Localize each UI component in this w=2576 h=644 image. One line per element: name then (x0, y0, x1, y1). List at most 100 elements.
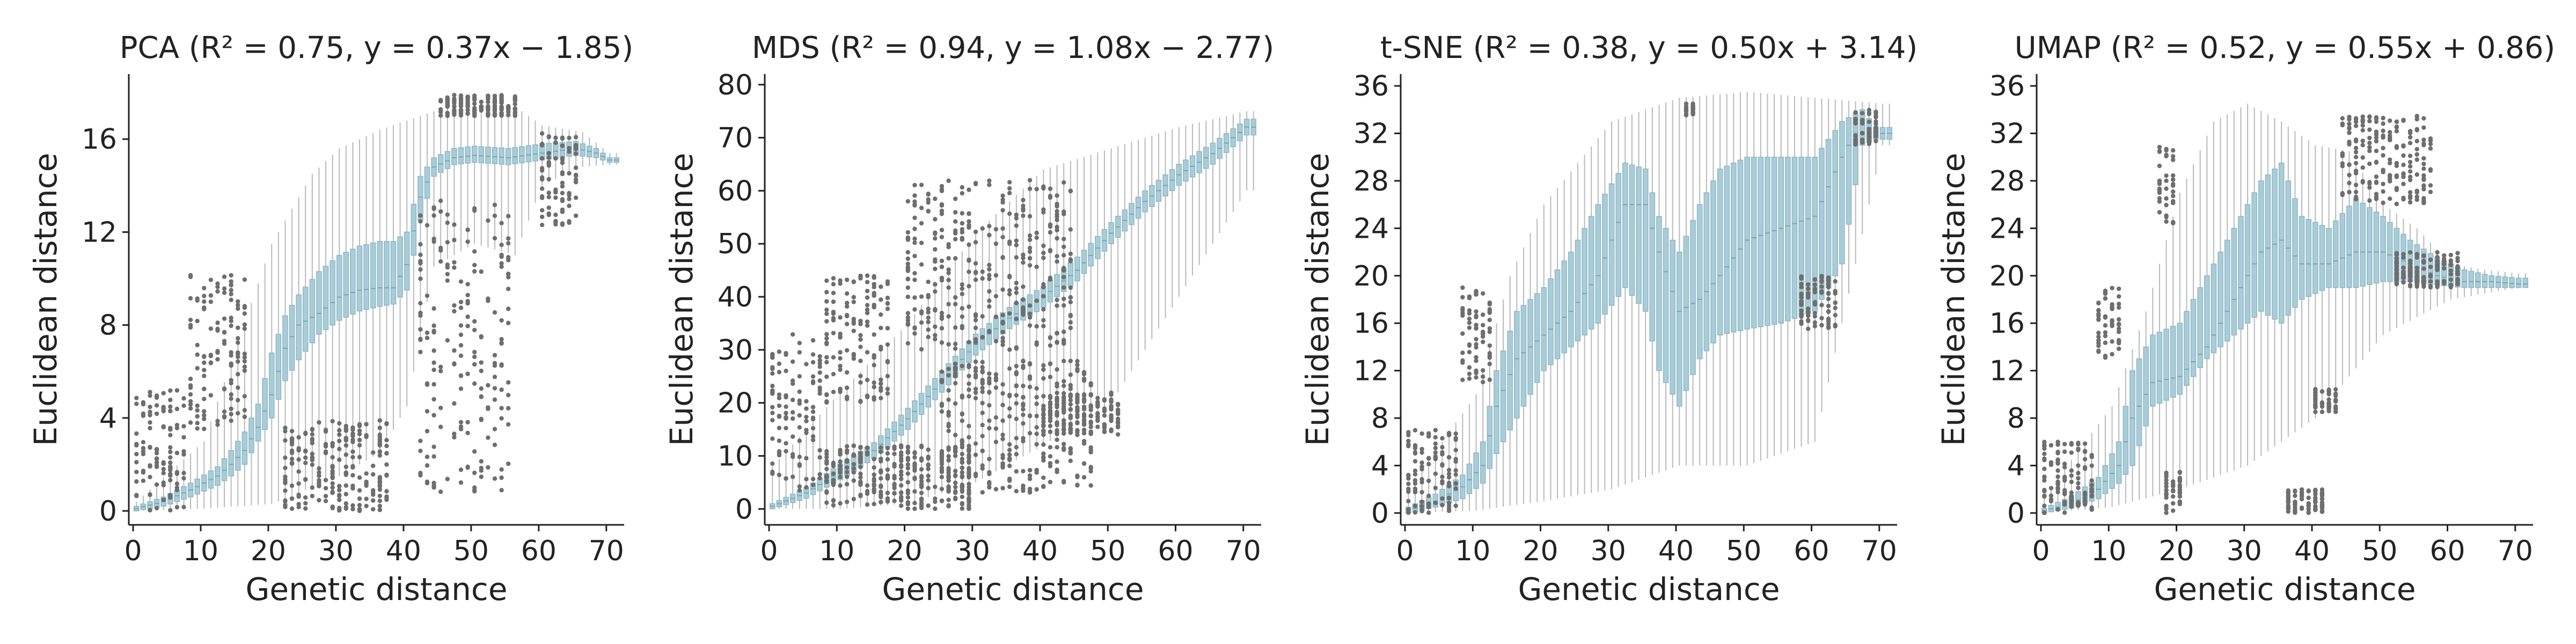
outlier-point (560, 172, 565, 177)
outlier-point (229, 323, 233, 328)
y-tick-label: 0 (1371, 497, 1389, 530)
outlier-point (953, 295, 958, 300)
outlier-point (343, 443, 349, 448)
outlier-point (1480, 379, 1485, 385)
outlier-point (452, 104, 457, 109)
outlier-point (993, 487, 999, 492)
outlier-point (2394, 261, 2399, 266)
box (1595, 204, 1601, 324)
box (2299, 216, 2305, 300)
outlier-point (1014, 243, 1019, 247)
outlier-point (148, 463, 152, 468)
outlier-point (2428, 189, 2433, 194)
outlier-point (2157, 149, 2162, 153)
outlier-point (2401, 181, 2406, 186)
outlier-point (926, 319, 931, 325)
outlier-point (2170, 479, 2176, 484)
outlier-point (181, 449, 186, 454)
outlier-point (377, 499, 382, 503)
outlier-point (2407, 164, 2413, 169)
outlier-point (458, 420, 464, 425)
outlier-point (838, 315, 843, 320)
outlier-point (236, 299, 240, 304)
outlier-point (946, 458, 951, 463)
outlier-point (1000, 208, 1005, 213)
outlier-point (1833, 300, 1838, 305)
outlier-point (1041, 406, 1046, 412)
y-tick-label: 20 (1989, 260, 2025, 292)
outlier-point (2164, 478, 2169, 482)
outlier-point (472, 449, 477, 454)
outlier-point (1446, 467, 1452, 473)
outlier-point (2407, 194, 2413, 199)
outlier-point (222, 290, 227, 295)
outlier-point (1034, 386, 1039, 391)
outlier-point (784, 426, 788, 430)
box (336, 254, 342, 321)
outlier-point (425, 381, 430, 386)
outlier-point (2421, 116, 2426, 121)
outlier-point (2164, 488, 2169, 493)
outlier-point (2387, 157, 2392, 162)
outlier-point (479, 99, 484, 105)
box (2231, 228, 2237, 336)
outlier-point (980, 389, 985, 394)
box (235, 441, 241, 471)
outlier-point (1081, 406, 1087, 411)
outlier-point (946, 178, 951, 184)
outlier-point (2042, 475, 2047, 480)
outlier-point (885, 386, 890, 392)
outlier-point (2170, 173, 2176, 178)
outlier-point (926, 334, 931, 340)
outlier-point (202, 386, 207, 391)
outlier-point (445, 111, 450, 115)
y-tick-label: 0 (2007, 497, 2025, 530)
outlier-point (458, 323, 464, 328)
outlier-point (1007, 484, 1012, 489)
outlier-point (784, 411, 788, 415)
outlier-point (770, 383, 775, 389)
outlier-point (980, 369, 985, 374)
outlier-point (229, 273, 233, 278)
outlier-point (1474, 336, 1479, 342)
y-tick-label: 30 (718, 334, 753, 367)
outlier-point (141, 400, 146, 405)
outlier-point (168, 466, 173, 471)
outlier-point (2353, 137, 2359, 142)
outlier-point (1075, 367, 1080, 371)
box (458, 147, 464, 165)
outlier-point (310, 485, 315, 490)
outlier-point (838, 459, 843, 464)
outlier-point (1102, 398, 1107, 403)
outlier-point (810, 338, 816, 343)
outlier-point (1440, 463, 1445, 468)
outlier-point (844, 459, 850, 464)
x-tick-label: 40 (2294, 535, 2330, 567)
outlier-point (567, 203, 572, 208)
outlier-point (2076, 485, 2081, 491)
outlier-point (953, 495, 958, 500)
outlier-point (2401, 255, 2406, 260)
outlier-point (337, 421, 342, 426)
outlier-point (2069, 442, 2074, 447)
outlier-point (2096, 331, 2101, 335)
outlier-point (195, 414, 200, 419)
outlier-point (296, 446, 301, 451)
outlier-point (1115, 423, 1121, 429)
outlier-point (2353, 169, 2359, 173)
outlier-point (946, 256, 951, 261)
outlier-point (452, 260, 457, 265)
outlier-point (377, 482, 382, 487)
outlier-point (1027, 477, 1033, 481)
outlier-point (2319, 496, 2325, 501)
outlier-point (926, 280, 931, 284)
outlier-point (2353, 145, 2359, 151)
outlier-point (953, 237, 958, 241)
outlier-point (1819, 279, 1824, 283)
outlier-point (168, 493, 173, 497)
plot-area (770, 111, 1256, 511)
outlier-point (1061, 391, 1066, 396)
outlier-point (1014, 290, 1019, 295)
outlier-point (1480, 339, 1485, 345)
outlier-point (364, 471, 369, 476)
